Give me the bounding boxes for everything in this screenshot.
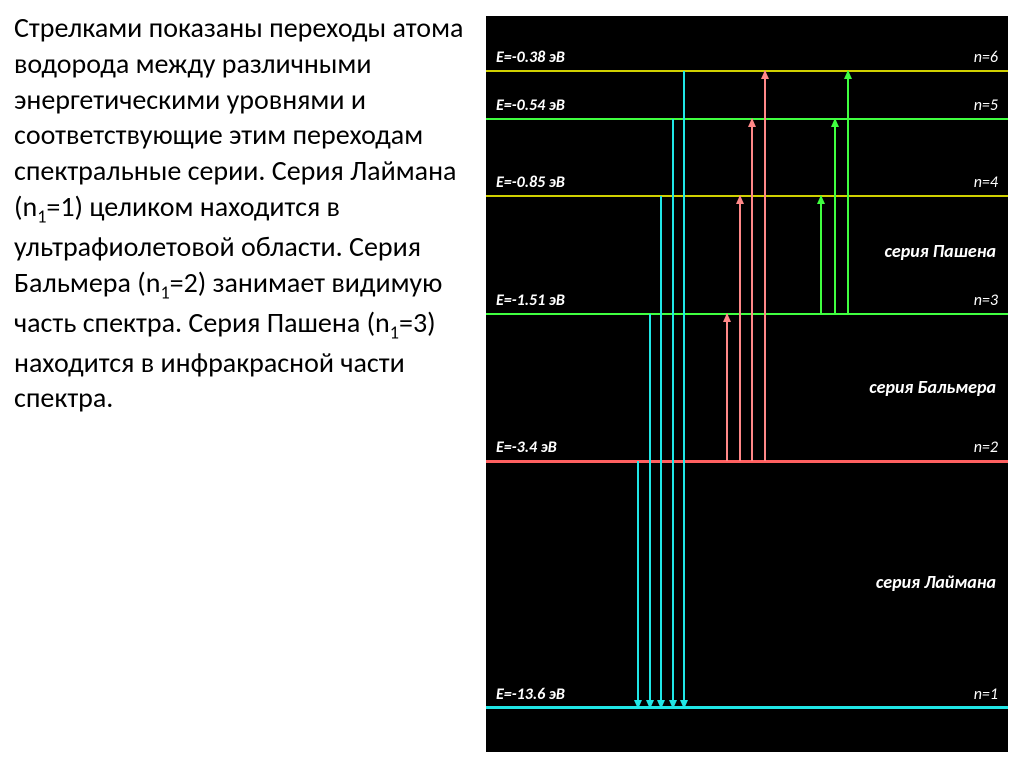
energy-label-n5: E=-0.54 эВ	[496, 96, 565, 115]
energy-level-n3	[486, 313, 1008, 315]
n-label-n2: n=2	[974, 438, 998, 457]
energy-level-n5	[486, 118, 1008, 120]
transition-arrow-balmer-5to2	[751, 119, 753, 461]
transition-arrow-paschen-6to3	[847, 71, 849, 314]
description-body: Стрелками показаны переходы атома водоро…	[14, 10, 463, 415]
energy-label-n4: E=-0.85 эВ	[496, 174, 565, 193]
energy-level-diagram: E=-13.6 эВ n=1 E=-3.4 эВ n=2 E=-1.51 эВ n=3 E=…	[486, 16, 1008, 752]
transition-arrow-balmer-6to2	[764, 71, 766, 461]
diagram-container: E=-13.6 эВ n=1 E=-3.4 эВ n=2 E=-1.51 эВ n=3 E=…	[480, 0, 1024, 768]
transition-arrow-lyman-3to1	[649, 314, 651, 708]
transition-arrow-lyman-6to1	[683, 71, 685, 708]
transition-arrow-lyman-4to1	[660, 196, 662, 708]
transition-arrow-balmer-4to2	[739, 196, 741, 461]
energy-label-n2: E=-3.4 эВ	[496, 438, 557, 457]
series-label-2: серия Лаймана	[876, 571, 996, 593]
n-label-n1: n=1	[974, 685, 998, 704]
energy-level-n2	[486, 460, 1008, 463]
energy-label-n1: E=-13.6 эВ	[496, 685, 565, 704]
n-label-n4: n=4	[974, 174, 998, 193]
energy-level-n4	[486, 195, 1008, 197]
n-label-n3: n=3	[974, 291, 998, 310]
energy-label-n3: E=-1.51 эВ	[496, 291, 565, 310]
description-text: Стрелками показаны переходы атома водоро…	[0, 0, 480, 768]
transition-arrow-paschen-5to3	[834, 119, 836, 314]
energy-level-n1	[486, 706, 1008, 709]
energy-level-n6	[486, 70, 1008, 72]
series-label-1: серия Бальмера	[869, 376, 996, 398]
transition-arrow-paschen-4to3	[820, 196, 822, 314]
n-label-n6: n=6	[974, 48, 998, 67]
n-label-n5: n=5	[974, 96, 998, 115]
transition-arrow-lyman-2to1	[637, 461, 639, 708]
transition-arrow-balmer-3to2	[726, 314, 728, 461]
transition-arrow-lyman-5to1	[672, 119, 674, 708]
energy-label-n6: E=-0.38 эВ	[496, 48, 565, 67]
series-label-0: серия Пашена	[884, 240, 996, 262]
